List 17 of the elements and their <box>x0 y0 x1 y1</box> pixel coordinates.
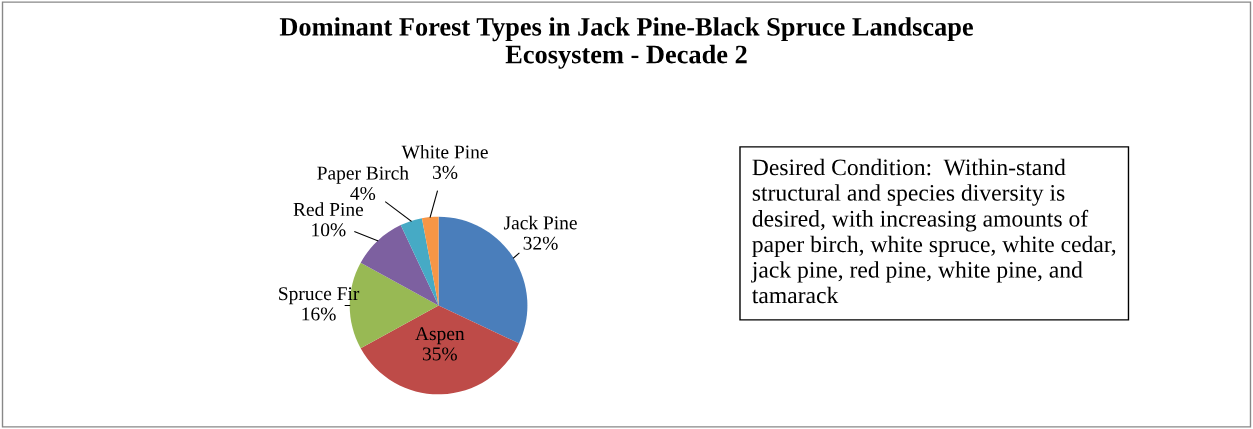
slice-label: White Pine <box>401 144 488 159</box>
data-label: 16% <box>302 307 336 321</box>
pie-slice <box>400 218 439 306</box>
data-label: 4% <box>350 186 376 201</box>
pie-slice <box>360 225 439 306</box>
data-label: 10% <box>312 223 346 237</box>
chart-title: Dominant Forest Types in Jack Pine-Black Spruce Landscape Ecosystem - Decade 2 <box>279 17 973 69</box>
slice-label: Jack Pine <box>503 215 577 230</box>
data-label: 3% <box>433 165 458 179</box>
slice-label: Red Pine <box>293 202 364 216</box>
slice-label: Aspen <box>415 327 465 345</box>
text: Desired Condition: Within-stand structural and species diversity is desired, with increasing amounts of paper birch, white spruce, white cedar, jack pine, red pine, white pine, and tamarack <box>751 158 1116 304</box>
data-label: 35% <box>422 347 457 361</box>
pie-slice <box>421 216 439 306</box>
pie-slice <box>360 305 519 395</box>
slice-label: Paper Birch <box>317 165 409 184</box>
data-label: 32% <box>523 236 558 250</box>
